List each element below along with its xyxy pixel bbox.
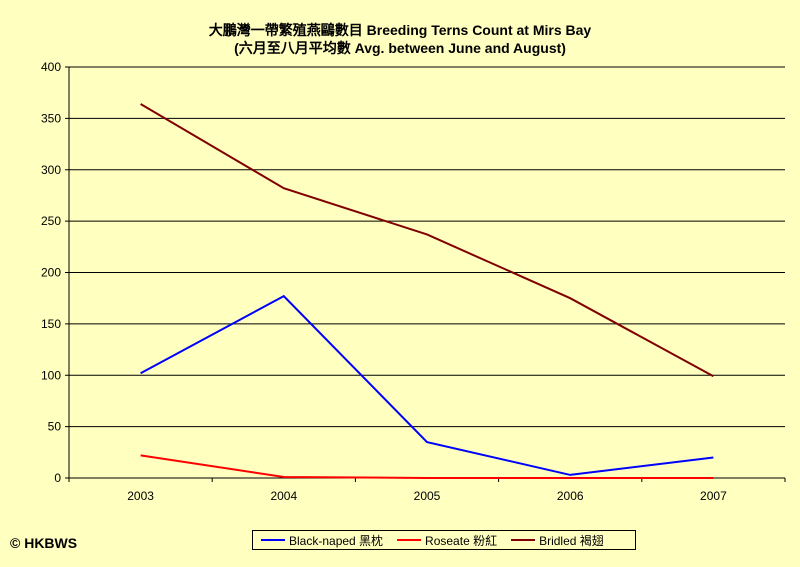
legend-swatch [511,539,536,541]
legend-swatch [261,539,285,541]
x-tick-label: 2007 [700,489,727,503]
y-tick-label: 300 [41,163,61,177]
y-tick-label: 350 [41,111,61,125]
x-tick-label: 2006 [557,489,584,503]
legend-label: Bridled 褐翅 [539,533,604,548]
chart-title: 大鵬灣一帶繁殖燕鷗數目 Breeding Terns Count at Mirs… [208,22,592,38]
y-tick-label: 200 [41,266,61,280]
gridlines [69,66,785,428]
y-tick-label: 400 [41,60,61,74]
legend: Black-naped 黑枕 Roseate 粉紅 Bridled 褐翅 [252,530,636,550]
y-tick-label: 250 [41,214,61,228]
axes: 0 50 100 150 200 250 300 350 400 2003 2004 2005 2006… [41,60,786,503]
chart-subtitle: (六月至八月平均數 Avg. between June and August) [234,40,566,56]
x-tick-label: 2004 [270,489,297,503]
y-tick-label: 150 [41,317,61,331]
y-tick-label: 50 [48,420,62,434]
series-lines [140,103,714,479]
legend-entry: Roseate 粉紅 [397,532,497,549]
copyright-credit: © HKBWS [10,535,78,551]
legend-swatch [397,539,422,541]
legend-label: Black-naped 黑枕 [289,533,384,548]
legend-entry: Bridled 褐翅 [511,532,604,549]
series-line [140,454,714,479]
series-line [140,103,714,378]
legend-entry: Black-naped 黑枕 [261,532,383,549]
y-tick-label: 0 [54,471,61,485]
legend-label: Roseate 粉紅 [425,533,498,548]
x-tick-label: 2005 [414,489,441,503]
x-tick-label: 2003 [127,489,154,503]
y-tick-label: 100 [41,368,61,382]
series-line [140,294,714,476]
